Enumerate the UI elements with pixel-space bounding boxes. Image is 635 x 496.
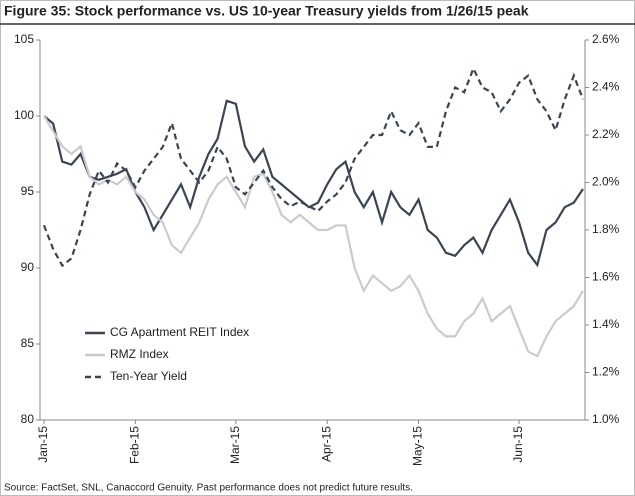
legend-label: RMZ Index <box>110 347 169 361</box>
y2-tick-label: 1.4% <box>592 317 620 331</box>
source: Source: FactSet, SNL, Canaccord Genuity.… <box>4 483 413 494</box>
y2-tick-label: 1.0% <box>592 412 620 426</box>
y-tick-label: 90 <box>21 260 35 274</box>
x-tick-label: Jun-15 <box>511 426 525 463</box>
y-tick-label: 100 <box>14 108 34 122</box>
x-tick-label: Jan-15 <box>36 426 50 463</box>
y2-tick-label: 2.6% <box>592 32 620 46</box>
y-tick-label: 105 <box>14 32 34 46</box>
x-tick-label: May-15 <box>411 426 425 466</box>
x-tick-label: Feb-15 <box>128 426 142 464</box>
y-tick-label: 85 <box>21 336 35 350</box>
series-line <box>42 65 585 268</box>
y2-tick-label: 2.2% <box>592 127 620 141</box>
chart-title: Figure 35: Stock performance vs. US 10-y… <box>4 3 529 19</box>
y2-tick-label: 2.0% <box>592 175 620 189</box>
y-tick-label: 80 <box>21 412 35 426</box>
y2-tick-label: 2.4% <box>592 80 620 94</box>
x-tick-label: Mar-15 <box>228 426 242 464</box>
y-tick-label: 95 <box>21 184 35 198</box>
series-line <box>43 99 584 268</box>
series-line <box>43 115 584 358</box>
legend-label: Ten-Year Yield <box>110 369 187 383</box>
y2-tick-label: 1.8% <box>592 222 620 236</box>
legend-label: CG Apartment REIT Index <box>110 325 249 339</box>
x-tick-label: Apr-15 <box>319 426 333 462</box>
y2-tick-label: 1.2% <box>592 365 620 379</box>
y2-tick-label: 1.6% <box>592 270 620 284</box>
